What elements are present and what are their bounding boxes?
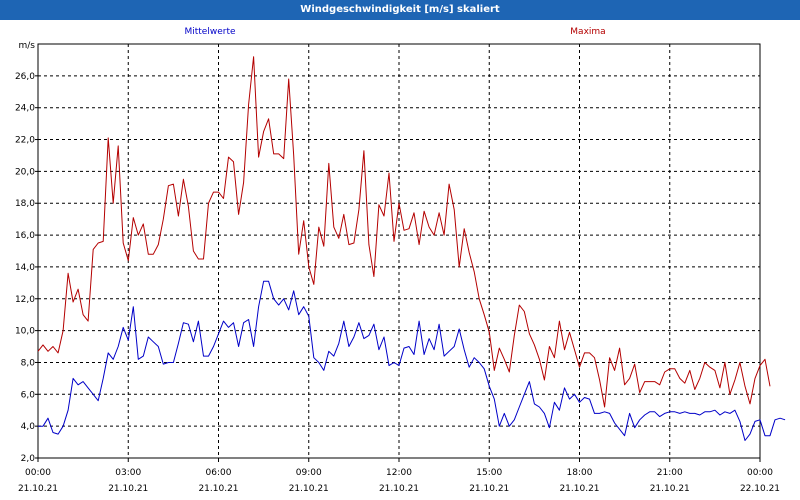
x-tick-date: 21.10.21: [18, 484, 58, 494]
x-tick-time: 09:00: [296, 468, 322, 478]
x-tick-date: 21.10.21: [650, 484, 690, 494]
y-tick-label: 26,0: [15, 72, 35, 82]
y-tick-label: 14,0: [15, 263, 35, 273]
window-title: Windgeschwindigkeit [m/s] skaliert: [0, 0, 800, 20]
y-tick-label: 18,0: [15, 199, 35, 209]
x-tick-date: 21.10.21: [559, 484, 599, 494]
x-tick-date: 21.10.21: [379, 484, 419, 494]
x-tick-time: 15:00: [476, 468, 502, 478]
x-tick-time: 12:00: [386, 468, 412, 478]
x-tick-date: 21.10.21: [469, 484, 509, 494]
x-tick-date: 21.10.21: [108, 484, 148, 494]
y-tick-label: 24,0: [15, 104, 35, 114]
legend-mittelwerte: Mittelwerte: [184, 27, 235, 37]
y-tick-label: 10,0: [15, 327, 35, 337]
legend-maxima: Maxima: [570, 27, 605, 37]
y-tick-label: 4,0: [21, 422, 36, 432]
x-tick-date: 22.10.21: [740, 484, 780, 494]
series-line-maxima: [37, 56, 771, 408]
x-tick-time: 06:00: [206, 468, 232, 478]
y-axis-label: m/s: [19, 41, 36, 51]
x-tick-time: 00:00: [747, 468, 773, 478]
chart-area: 2,0 4,0 6,0 8,0 10,0 12,0 14,0 16,0 18,0 20,0 22,0…: [0, 20, 800, 500]
y-tick-label: 8,0: [21, 358, 36, 368]
x-tick-time: 00:00: [25, 468, 51, 478]
y-tick-label: 16,0: [15, 231, 35, 241]
x-tick-time: 18:00: [567, 468, 593, 478]
y-tick-label: 2,0: [21, 454, 36, 464]
series-line-mittelwerte: [38, 280, 786, 441]
wind-speed-chart: 2,0 4,0 6,0 8,0 10,0 12,0 14,0 16,0 18,0 20,0 22,0…: [15, 27, 786, 494]
x-tick-time: 21:00: [657, 468, 683, 478]
y-tick-label: 20,0: [15, 167, 35, 177]
x-tick-time: 03:00: [115, 468, 141, 478]
x-tick-date: 21.10.21: [198, 484, 238, 494]
y-tick-label: 22,0: [15, 136, 35, 146]
y-tick-label: 12,0: [15, 295, 35, 305]
y-tick-label: 6,0: [21, 390, 36, 400]
x-tick-date: 21.10.21: [289, 484, 329, 494]
